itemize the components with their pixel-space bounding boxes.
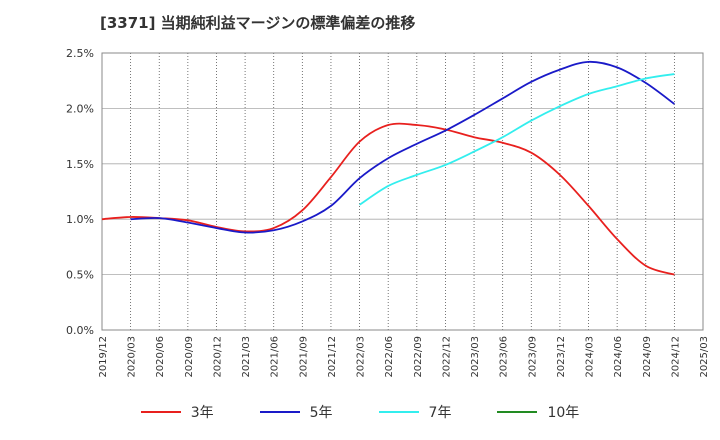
y-tick-label: 2.0% — [66, 102, 94, 115]
legend-swatch — [259, 411, 300, 413]
y-tick-label: 0.0% — [66, 324, 94, 337]
x-tick-label: 2020/03 — [127, 336, 138, 378]
x-tick-label: 2024/03 — [585, 336, 596, 378]
x-tick-label: 2022/12 — [441, 336, 452, 378]
x-tick-label: 2019/12 — [98, 336, 109, 378]
legend-swatch — [497, 411, 538, 413]
grid — [102, 52, 703, 331]
x-tick-label: 2024/06 — [613, 336, 624, 378]
x-tick-label: 2021/03 — [241, 336, 252, 378]
x-tick-label: 2021/12 — [327, 336, 338, 378]
x-tick-label: 2020/12 — [212, 336, 223, 378]
legend-label: 10年 — [547, 405, 580, 421]
legend-label: 5年 — [309, 405, 333, 421]
plot-frame — [101, 52, 704, 331]
x-tick-label: 2020/06 — [155, 336, 166, 378]
x-tick-label: 2021/06 — [270, 336, 281, 378]
y-tick-label: 1.5% — [66, 158, 94, 171]
x-tick-label: 2024/09 — [642, 336, 653, 378]
legend-label: 3年 — [190, 405, 214, 421]
legend-item: 3年 — [140, 402, 214, 422]
x-tick-label: 2023/06 — [499, 336, 510, 378]
x-tick-label: 2020/09 — [184, 336, 195, 378]
line-chart: 0.0%0.5%1.0%1.5%2.0%2.5% 2019/12 2020/03 2… — [66, 47, 710, 378]
x-tick-label: 2022/09 — [413, 336, 424, 378]
x-tick-label: 2023/12 — [556, 336, 567, 378]
y-tick-label: 0.5% — [66, 269, 94, 282]
chart-title: [3371] 当期純利益マージンの標準偏差の推移 — [100, 14, 416, 32]
series-line-3年 — [101, 122, 675, 276]
x-tick-label: 2023/09 — [527, 336, 538, 378]
x-tick-label: 2022/03 — [356, 336, 367, 378]
legend-item: 7年 — [378, 402, 452, 422]
legend-swatch — [140, 411, 181, 413]
legend-item: 10年 — [497, 402, 579, 422]
legend: 3年 5年 7年 10年 — [0, 402, 720, 422]
legend-item: 5年 — [259, 402, 333, 422]
axes — [101, 52, 704, 331]
x-tick-label: 2023/03 — [470, 336, 481, 378]
x-tick-label: 2022/06 — [384, 336, 395, 378]
x-tick-label: 2021/09 — [298, 336, 309, 378]
series-line-5年 — [130, 60, 675, 234]
y-tick-label: 1.0% — [66, 213, 94, 226]
x-tick-label: 2025/03 — [699, 336, 710, 378]
legend-label: 7年 — [428, 405, 452, 421]
x-tick-label: 2024/12 — [670, 336, 681, 378]
series-line-7年 — [359, 73, 675, 206]
x-tick-labels: 2019/12 2020/03 2020/06 2020/09 2020/12 2021/… — [98, 336, 710, 378]
y-tick-labels: 0.0% 0.5% 1.0% 1.5% 2.0% 2.5% — [66, 47, 94, 337]
y-tick-label: 2.5% — [66, 47, 94, 60]
series-lines — [101, 60, 675, 276]
legend-swatch — [378, 411, 419, 413]
